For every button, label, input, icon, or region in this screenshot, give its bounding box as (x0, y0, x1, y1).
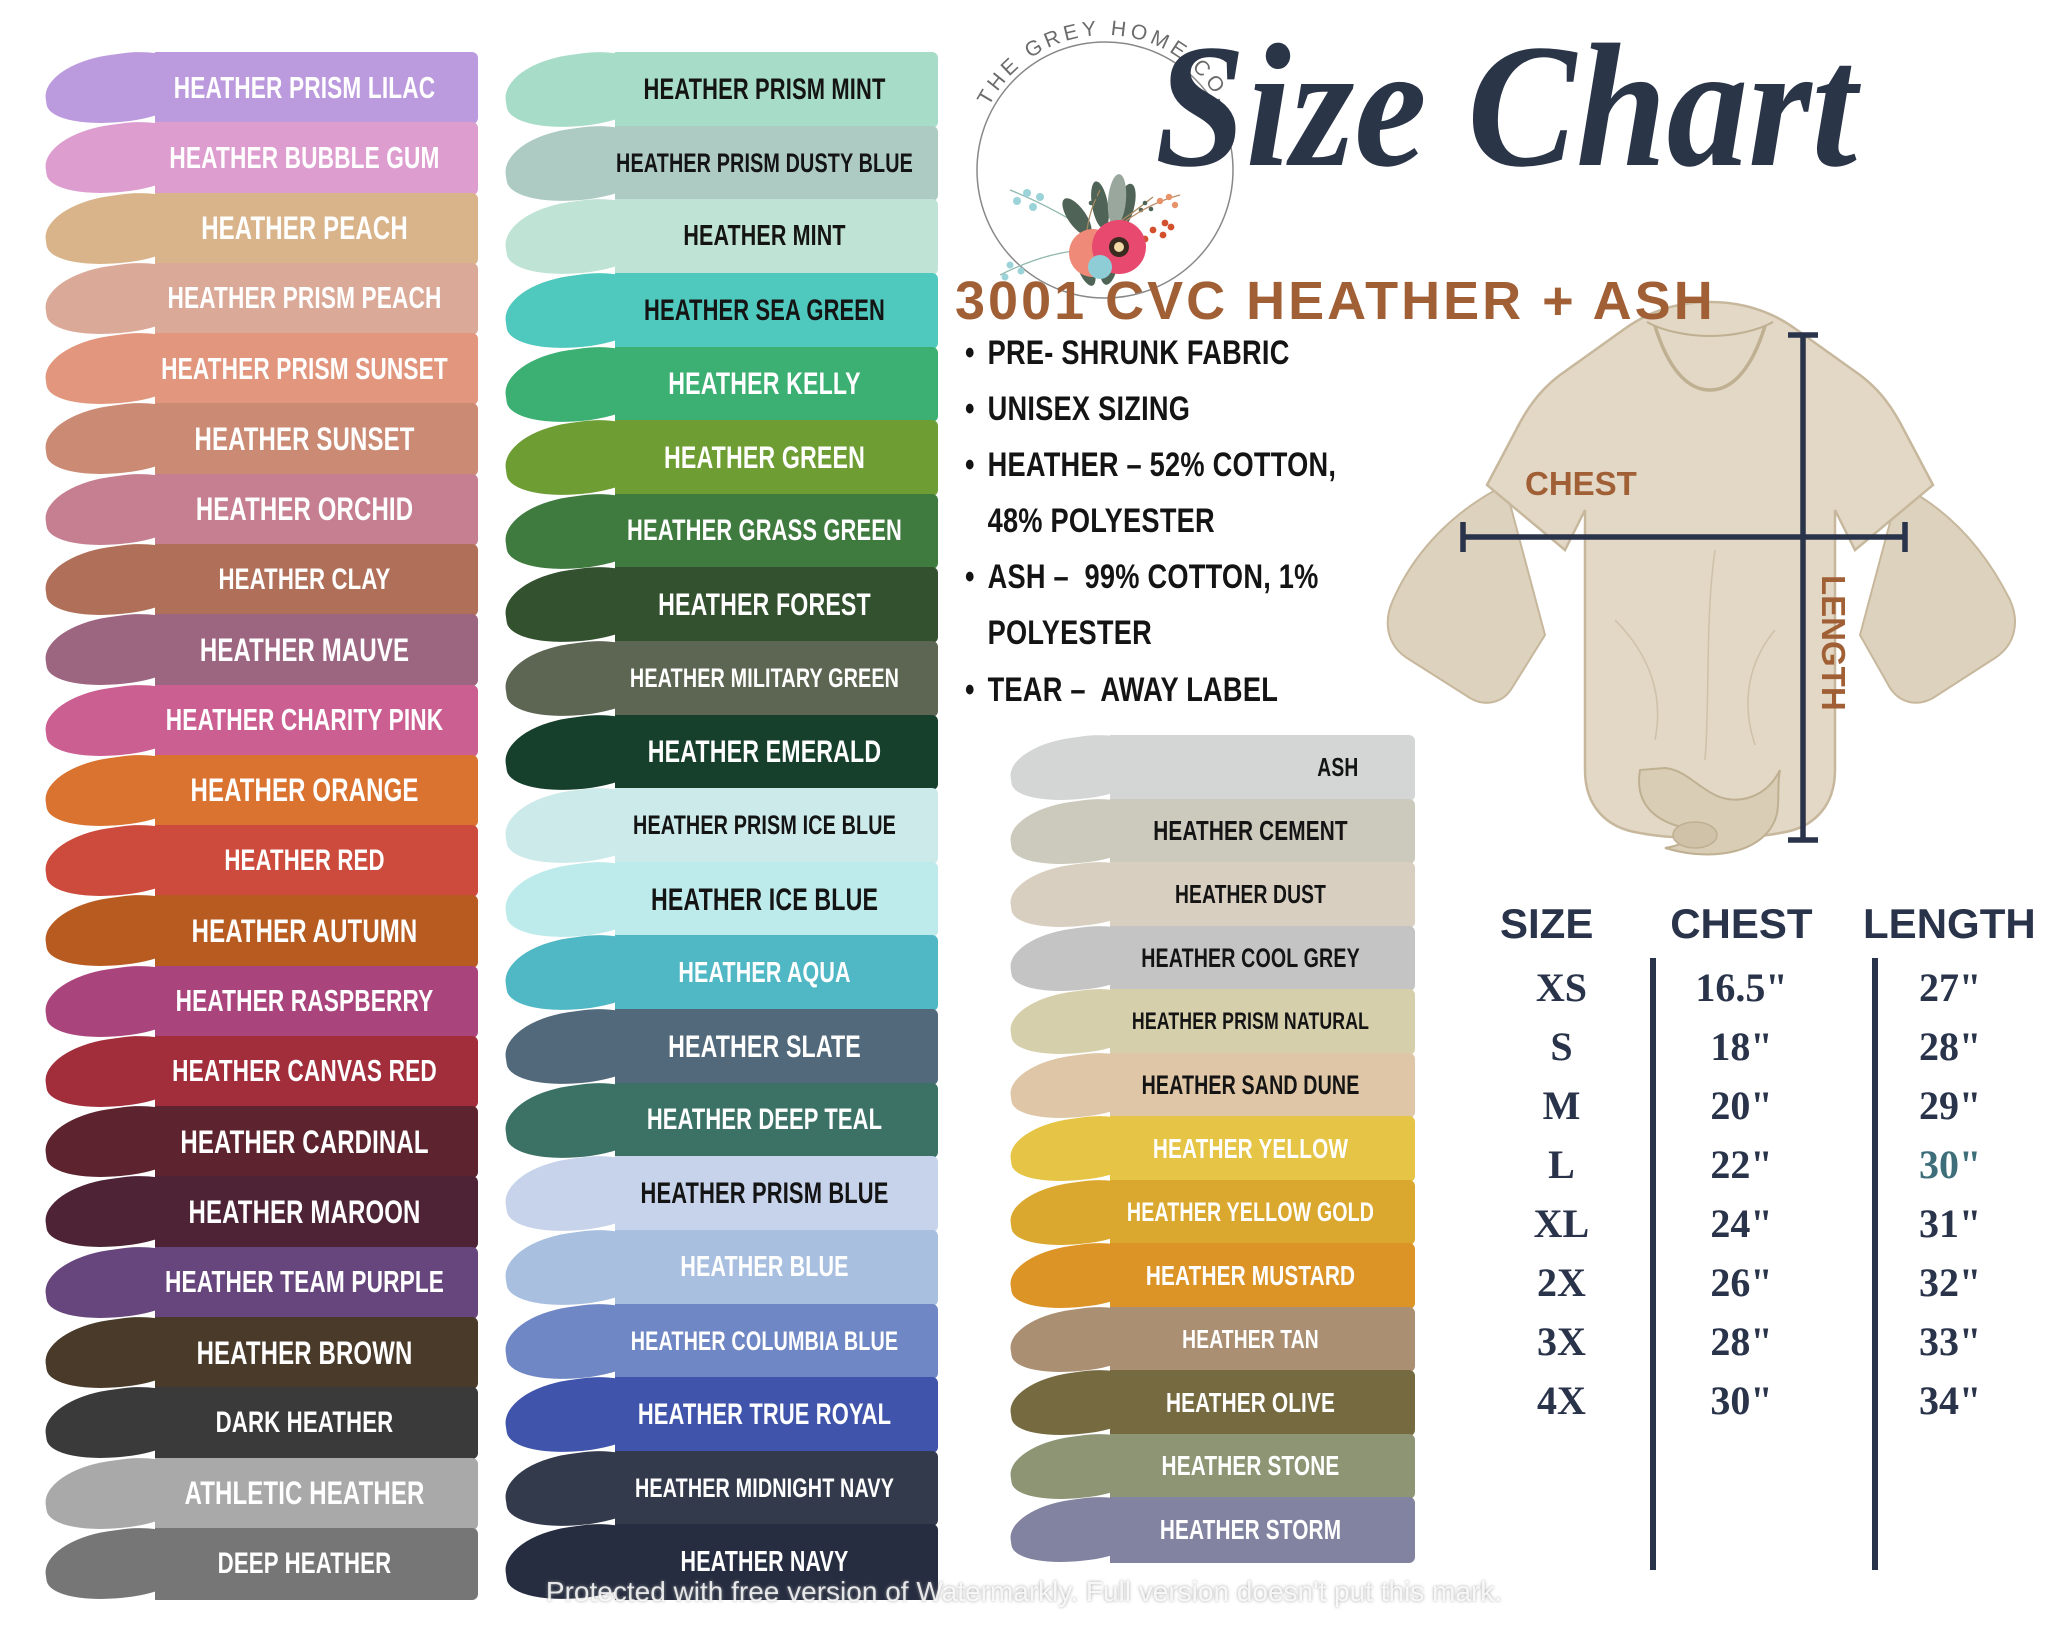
svg-text:CHEST: CHEST (1525, 465, 1637, 502)
svg-text:LENGTH: LENGTH (1815, 575, 1852, 711)
